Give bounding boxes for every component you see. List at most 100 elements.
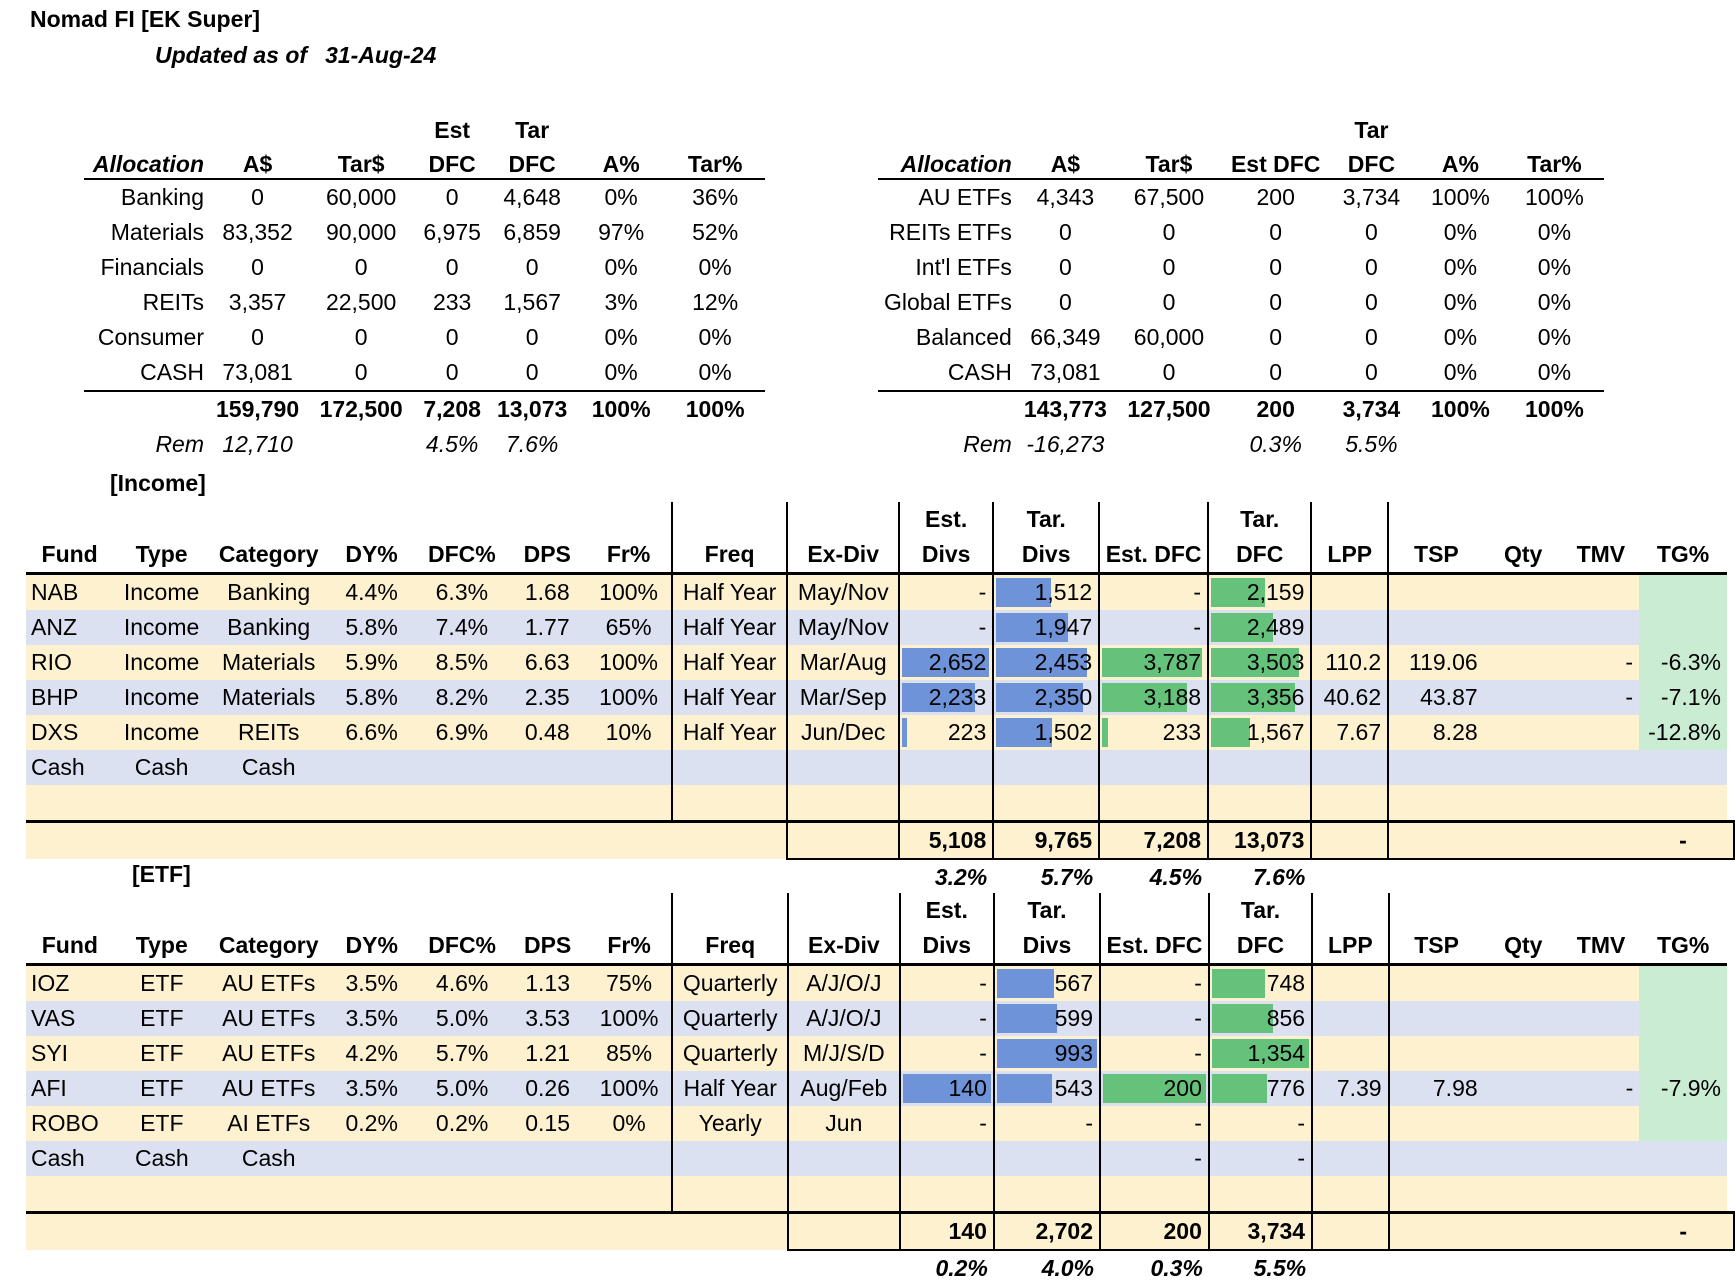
holding-cell — [1483, 785, 1563, 822]
cell-value: 2,159 — [1246, 579, 1305, 605]
alloc-cell: 0 — [1162, 289, 1176, 315]
grid-column-header: Est. DFC — [1098, 502, 1209, 575]
holding-cell: 4.6% — [415, 964, 509, 1001]
cell-value: 3,356 — [1246, 684, 1305, 710]
grid-header-label: Qty — [1504, 932, 1543, 958]
holding-cell — [26, 785, 114, 822]
holding-cell: 6.9% — [415, 715, 509, 750]
grid-column-header: Freq — [670, 502, 788, 575]
alloc-cell: 4,648 — [503, 184, 561, 210]
holding-cell: 6.3% — [415, 573, 509, 610]
holding-cell: A/J/O/J — [787, 1001, 900, 1036]
holding-cell — [1311, 1141, 1389, 1176]
data-bar-fill — [996, 1004, 1057, 1033]
alloc-header-top: Est — [434, 117, 471, 143]
grid-header-label: Category — [218, 932, 319, 958]
data-bar-fill — [996, 718, 1053, 747]
alloc-cell: 60,000 — [1133, 324, 1205, 350]
holding-cell — [671, 1176, 789, 1213]
holding-cell: 8.5% — [415, 645, 509, 680]
grid-header-label: Ex-Div — [807, 541, 879, 567]
grid-pct-cell: 7.6% — [1208, 859, 1312, 895]
holding-cell — [209, 785, 328, 822]
holding-cell: - — [1562, 1071, 1640, 1106]
divs-bar-cell: - — [898, 1036, 994, 1071]
holding-cell: SYI — [26, 1036, 114, 1071]
holding-cell: ANZ — [26, 610, 114, 645]
holding-cell: 5.9% — [327, 645, 416, 680]
alloc-column-header: Allocation — [84, 144, 210, 180]
alloc-cell: 233 — [432, 289, 472, 315]
alloc-column-header: DFC — [417, 144, 488, 180]
holding-cell: 5.8% — [327, 680, 416, 715]
grid-column-header: DY% — [327, 502, 416, 575]
grid-pct-cell: 0.2% — [899, 1250, 994, 1286]
holding-cell — [415, 785, 509, 822]
alloc-cell: 0% — [577, 355, 666, 392]
divs-bar-cell: 856 — [1207, 1001, 1313, 1036]
divs-bar-cell: - — [1098, 573, 1209, 610]
grid-column-header: Est. DFC — [1099, 893, 1209, 966]
holding-cell — [992, 1176, 1101, 1213]
alloc-cell: REITs — [142, 289, 204, 315]
alloc-header-top — [210, 110, 305, 144]
holding-cell — [1483, 1036, 1563, 1071]
divs-bar-cell: 776 — [1207, 1071, 1313, 1106]
holding-cell: - — [1099, 1141, 1209, 1176]
alloc-row: CASH 73,081 0 0 0 0% 0% — [878, 355, 1605, 392]
holding-cell — [26, 1176, 114, 1213]
data-bar-fill — [996, 648, 1088, 677]
data-bar-fill — [1103, 1074, 1206, 1103]
alloc-cell: 100% — [1431, 184, 1490, 210]
divs-bar-cell: 2,652 — [898, 645, 994, 680]
alloc-cell: 90,000 — [325, 219, 397, 245]
cell-value: - — [1194, 1040, 1202, 1066]
holding-cell: 5.7% — [415, 1036, 509, 1071]
holding-cell: 0.26 — [508, 1071, 587, 1106]
holding-cell — [1639, 1001, 1727, 1036]
grid-column-header: DY% — [327, 893, 416, 966]
holding-cell — [1639, 964, 1727, 1001]
holding-cell: 8.2% — [415, 680, 509, 715]
grid-column-header: Tar. Divs — [992, 893, 1101, 966]
grid-column-header: Qty — [1483, 502, 1563, 575]
holding-cell: M/J/S/D — [787, 1036, 900, 1071]
alloc-column-header: Tar% — [1504, 144, 1605, 180]
alloc-cell: 0 — [1112, 355, 1225, 392]
holding-cell — [1483, 1071, 1563, 1106]
alloc-cell: Global ETFs — [884, 289, 1012, 315]
data-bar-fill — [902, 648, 989, 677]
holding-cell — [586, 785, 672, 822]
holding-cell: Quarterly — [671, 1001, 789, 1036]
holding-cell: - — [1562, 680, 1640, 715]
cell-value: 3,787 — [1143, 649, 1202, 675]
alloc-cell: 1,567 — [503, 289, 561, 315]
grid-total-cell: 5,108 — [898, 820, 994, 860]
divs-bar-cell: - — [992, 1106, 1101, 1141]
cell-value: - — [978, 579, 987, 605]
divs-bar-cell: - — [1207, 1106, 1313, 1141]
alloc-cell: Financials — [100, 254, 204, 280]
grid-header-label: TG% — [1656, 541, 1710, 567]
divs-bar-cell: 2,159 — [1207, 573, 1312, 610]
holding-cell — [1483, 1001, 1563, 1036]
holding-cell: 40.62 — [1310, 680, 1389, 715]
holding-cell: 7.67 — [1310, 715, 1389, 750]
divs-bar-cell: 223 — [898, 715, 994, 750]
grid-column-header: DFC% — [415, 893, 509, 966]
grid-total-cell: 200 — [1099, 1211, 1209, 1251]
holding-cell — [113, 1176, 210, 1213]
alloc-cell: 0 — [1269, 289, 1283, 315]
grid-header-label: LPP — [1327, 541, 1373, 567]
holding-cell — [209, 1176, 328, 1213]
holding-cell: May/Nov — [786, 573, 900, 610]
alloc-cell: 0% — [665, 355, 766, 392]
holding-cell: 0.2% — [415, 1106, 509, 1141]
divs-bar-cell: 3,787 — [1098, 645, 1209, 680]
holding-cell — [1639, 1141, 1727, 1176]
alloc-cell: 0% — [1537, 254, 1572, 280]
holding-cell — [1483, 680, 1563, 715]
holding-cell — [1483, 750, 1563, 785]
holding-cell: AU ETFs — [209, 1036, 328, 1071]
alloc-row: Banking 0 60,000 0 4,648 0% 36% — [84, 179, 765, 215]
